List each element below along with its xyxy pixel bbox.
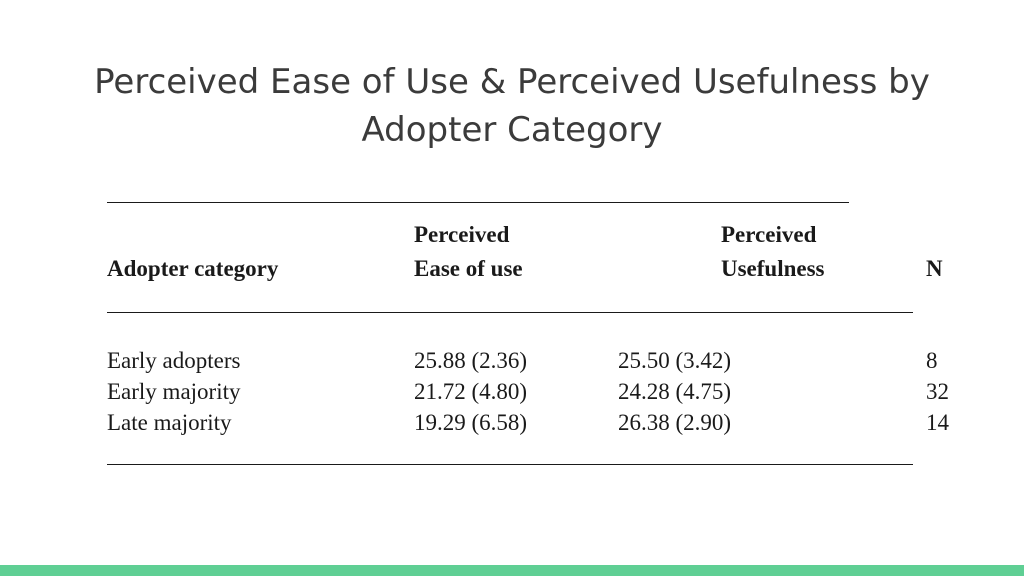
- row-3-peou: 19.29 (6.58): [414, 410, 528, 435]
- header-n: N: [926, 256, 943, 281]
- footer-accent-bar: [0, 565, 1024, 576]
- row-1-peou: 25.88 (2.36): [414, 348, 528, 373]
- table-top-rule: [107, 202, 849, 203]
- row-1-n: 8: [926, 348, 938, 373]
- row-2-n: 32: [926, 379, 949, 404]
- row-2-category: Early majority: [107, 379, 241, 404]
- header-category: Adopter category: [107, 256, 279, 281]
- table-bottom-rule: [107, 464, 913, 465]
- header-pu-line-2: Usefulness: [721, 256, 825, 281]
- slide-title: Perceived Ease of Use & Perceived Useful…: [40, 58, 984, 154]
- slide-title-line-1: Perceived Ease of Use & Perceived Useful…: [94, 62, 930, 102]
- row-3-category: Late majority: [107, 410, 232, 435]
- row-1-pu: 25.50 (3.42): [618, 348, 732, 373]
- row-3-pu: 26.38 (2.90): [618, 410, 732, 435]
- slide-title-line-2: Adopter Category: [361, 110, 663, 150]
- header-peou-line-2: Ease of use: [414, 256, 523, 281]
- row-2-pu: 24.28 (4.75): [618, 379, 732, 404]
- row-3-n: 14: [926, 410, 949, 435]
- row-1-category: Early adopters: [107, 348, 241, 373]
- table-header-rule: [107, 312, 913, 313]
- header-peou-line-1: Perceived: [414, 222, 510, 247]
- row-2-peou: 21.72 (4.80): [414, 379, 528, 404]
- header-pu-line-1: Perceived: [721, 222, 817, 247]
